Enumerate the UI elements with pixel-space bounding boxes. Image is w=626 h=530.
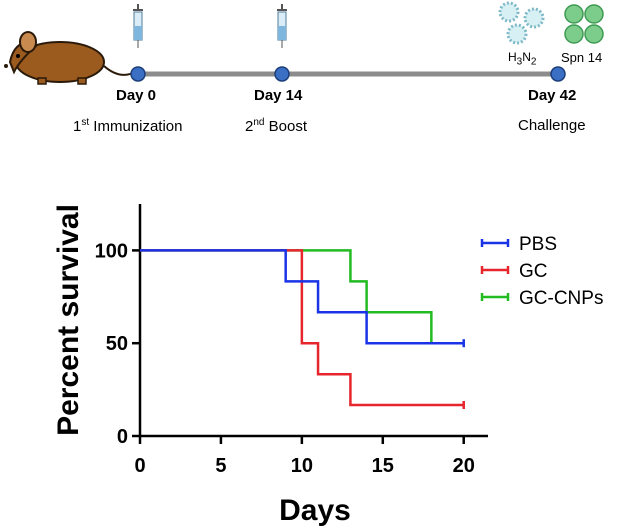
y-tick-label: 0 <box>117 426 128 448</box>
legend-label: GC-CNPs <box>519 288 603 309</box>
series-line-gc <box>140 249 464 407</box>
day-14-label: Day 14 <box>254 87 303 104</box>
x-tick-label: 0 <box>134 455 145 477</box>
x-tick-label: 5 <box>215 455 226 477</box>
timeline-dot-day42 <box>550 66 566 82</box>
x-tick-label: 10 <box>291 455 313 477</box>
virus-icon <box>498 1 545 45</box>
challenge-label: Challenge <box>518 117 586 134</box>
x-tick-label: 20 <box>453 455 475 477</box>
bacteria-icon <box>564 4 604 44</box>
timeline-graphic <box>4 1 604 85</box>
x-axis-label: Days <box>279 494 351 527</box>
day-0-label: Day 0 <box>116 87 157 104</box>
timeline-dot-day0 <box>130 66 146 82</box>
pathogen-spn14-label: Spn 14 <box>561 50 603 65</box>
legend-label: GC <box>519 261 548 282</box>
legend-label: PBS <box>519 234 557 255</box>
y-tick-label: 100 <box>95 240 128 262</box>
syringe-icon <box>133 4 143 48</box>
pathogen-h3n2-label: H3N2 <box>508 50 537 68</box>
series-line-pbs <box>140 249 464 345</box>
y-axis-label: Percent survival <box>52 204 85 436</box>
series-line-gc-cnps <box>140 249 433 344</box>
y-tick-label: 50 <box>106 333 128 355</box>
immunization-label: 1st Immunization <box>73 117 183 135</box>
boost-label: 2nd Boost <box>245 117 307 135</box>
x-tick-label: 15 <box>372 455 394 477</box>
syringe-icon <box>277 4 287 48</box>
chart-legend: PBS GC GC-CNPs <box>480 234 603 309</box>
timeline-dot-day14 <box>274 66 290 82</box>
day-42-label: Day 42 <box>528 87 577 104</box>
chart-axes: 0 50 100 0 5 10 15 20 <box>95 204 488 477</box>
chart-series <box>140 249 465 410</box>
